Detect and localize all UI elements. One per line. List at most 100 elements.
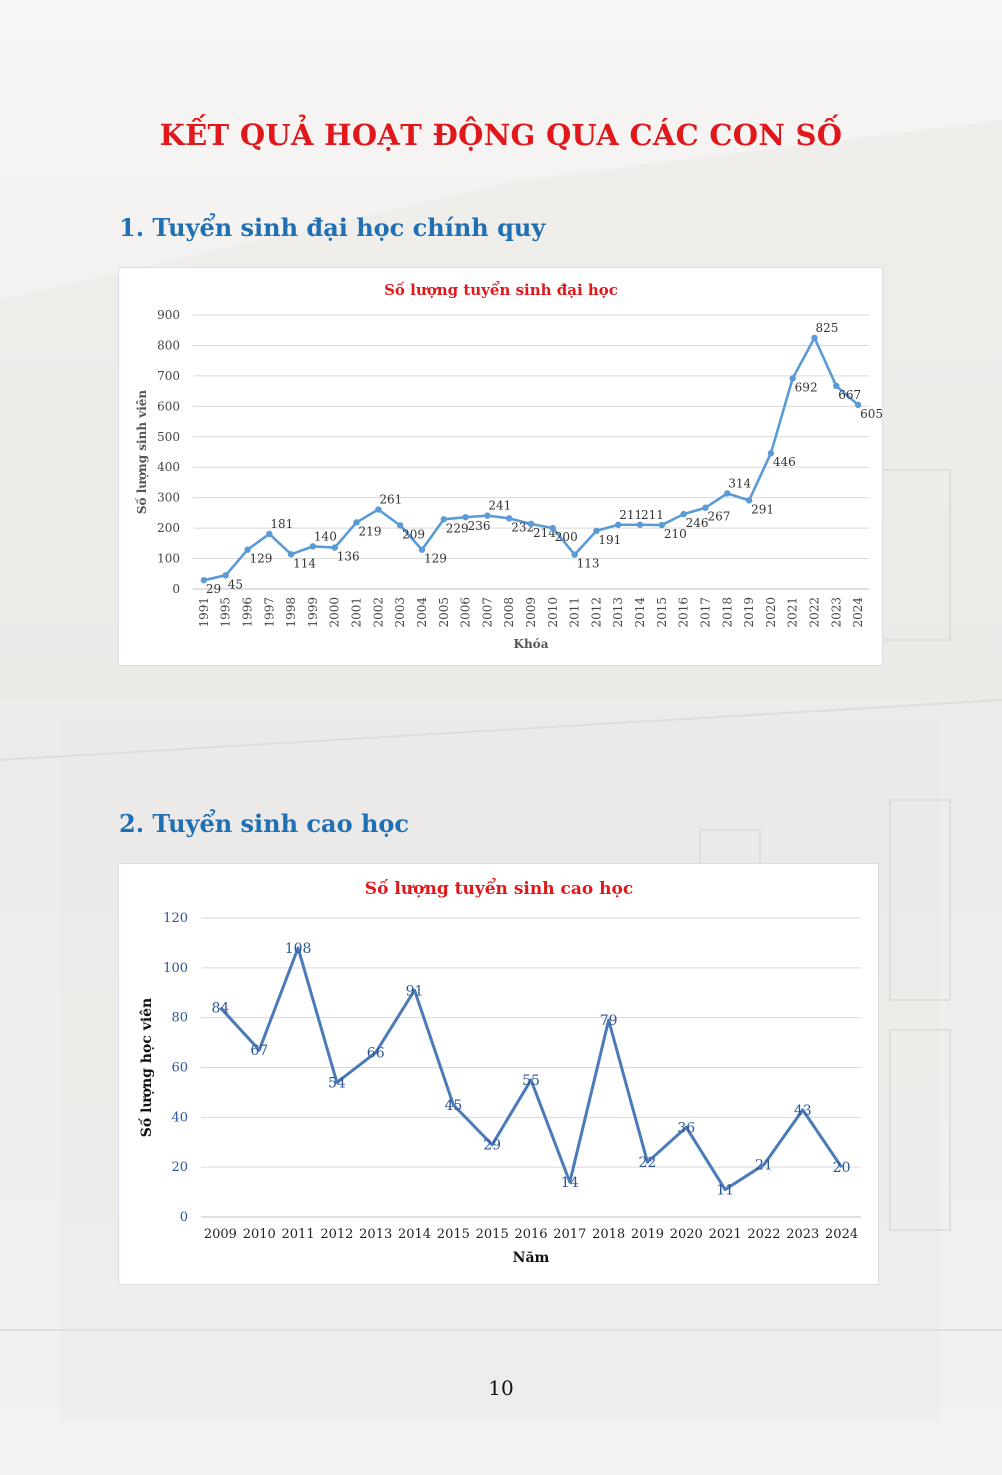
x-tick-label: 2009 (204, 1227, 237, 1242)
data-point (200, 576, 208, 584)
data-label: 108 (285, 941, 312, 957)
data-label: 191 (598, 533, 621, 547)
data-label: 605 (860, 407, 882, 421)
data-label: 36 (677, 1120, 695, 1136)
data-label: 136 (337, 550, 360, 564)
y-tick-label: 20 (171, 1160, 188, 1175)
x-tick-label: 2022 (807, 597, 821, 628)
y-tick-label: 900 (157, 308, 180, 322)
data-label: 79 (600, 1013, 618, 1029)
data-label: 140 (314, 529, 337, 543)
data-point (375, 506, 382, 513)
x-tick-label: 1998 (284, 597, 298, 628)
data-point (396, 522, 404, 529)
data-point (505, 515, 513, 522)
data-point (767, 450, 775, 457)
data-point (636, 521, 644, 528)
y-tick-label: 200 (157, 521, 180, 535)
section-heading-graduate: 2. Tuyển sinh cao học (119, 809, 410, 838)
data-label: 45 (228, 577, 243, 591)
y-tick-label: 80 (171, 1011, 188, 1026)
x-tick-label: 2009 (524, 597, 538, 628)
x-tick-label: 2015 (476, 1227, 509, 1242)
data-label: 67 (250, 1043, 268, 1059)
x-tick-label: 2020 (764, 597, 778, 628)
data-label: 261 (379, 493, 402, 507)
x-tick-label: 2021 (709, 1227, 742, 1242)
y-tick-label: 400 (157, 460, 180, 474)
x-tick-label: 2010 (243, 1227, 276, 1242)
data-label: 200 (555, 530, 578, 544)
data-point (571, 551, 578, 558)
x-tick-label: 2022 (747, 1227, 780, 1242)
data-point (266, 530, 273, 538)
data-label: 45 (444, 1098, 462, 1114)
data-point (593, 527, 600, 535)
data-label: 291 (751, 502, 774, 516)
x-tick-label: 2012 (320, 1227, 353, 1242)
x-tick-label: 2018 (592, 1227, 625, 1242)
data-point (854, 401, 862, 409)
data-label: 91 (406, 983, 424, 999)
x-tick-label: 2016 (677, 597, 691, 628)
data-point (549, 524, 557, 532)
data-label: 211 (619, 508, 642, 522)
y-axis-title: Số lượng sinh viên (134, 390, 149, 515)
data-label: 209 (402, 527, 425, 541)
data-label: 114 (293, 556, 316, 570)
data-label: 825 (815, 321, 838, 335)
data-label: 181 (270, 517, 293, 531)
x-tick-label: 2020 (670, 1227, 703, 1242)
undergrad-chart-panel: Số lượng tuyển sinh đại học 0 100 200 300 400… (118, 267, 883, 666)
x-tick-label: 2011 (282, 1227, 315, 1242)
data-label: 54 (328, 1075, 346, 1091)
data-label: 692 (795, 380, 818, 394)
data-label: 210 (664, 527, 687, 541)
data-label: 29 (206, 582, 221, 596)
data-point (833, 382, 840, 390)
data-label: 29 (483, 1138, 501, 1154)
section-heading-undergrad: 1. Tuyển sinh đại học chính quy (119, 213, 546, 242)
x-tick-label: 2013 (359, 1227, 392, 1242)
x-tick-label: 2023 (829, 597, 843, 628)
x-tick-label: 2017 (553, 1227, 586, 1242)
data-point (615, 521, 622, 528)
x-tick-label: 1999 (306, 597, 320, 628)
data-label: 229 (446, 521, 469, 535)
data-label: 267 (707, 510, 730, 524)
data-point (484, 512, 491, 519)
graduate-chart: Số lượng tuyển sinh cao học 0 20 40 60 80 100 1… (137, 877, 861, 1266)
x-tick-label: 2019 (631, 1227, 664, 1242)
data-label: 22 (639, 1155, 657, 1171)
data-label: 11 (716, 1183, 734, 1199)
page-number: 10 (488, 1376, 514, 1400)
data-point (462, 513, 469, 521)
data-label: 211 (641, 508, 664, 522)
data-label: 314 (728, 476, 751, 490)
x-axis-title: Khóa (514, 637, 549, 651)
data-point (745, 497, 753, 504)
x-tick-label: 2024 (851, 597, 865, 628)
x-tick-label: 2018 (720, 597, 734, 628)
data-point (222, 572, 229, 579)
data-line (203, 336, 859, 582)
data-point (309, 543, 317, 550)
x-tick-label: 2024 (825, 1227, 858, 1242)
data-label: 129 (424, 552, 447, 566)
chart-title: Số lượng tuyển sinh đại học (384, 281, 618, 299)
y-tick-label: 300 (157, 491, 180, 505)
x-tick-label: 1995 (219, 597, 233, 628)
x-tick-label: 1991 (197, 597, 211, 628)
y-tick-label: 800 (157, 338, 180, 352)
x-tick-label: 2016 (514, 1227, 547, 1242)
y-tick-label: 700 (157, 369, 180, 383)
x-tick-label: 2008 (502, 597, 516, 628)
data-label: 55 (522, 1073, 540, 1089)
data-label: 129 (250, 552, 273, 566)
y-tick-label: 0 (180, 1210, 188, 1225)
data-point (658, 521, 666, 529)
y-tick-label: 60 (171, 1061, 188, 1076)
x-tick-label: 2012 (589, 597, 603, 628)
y-axis-title: Số lượng học viên (137, 998, 155, 1137)
x-tick-label: 2014 (633, 597, 647, 628)
